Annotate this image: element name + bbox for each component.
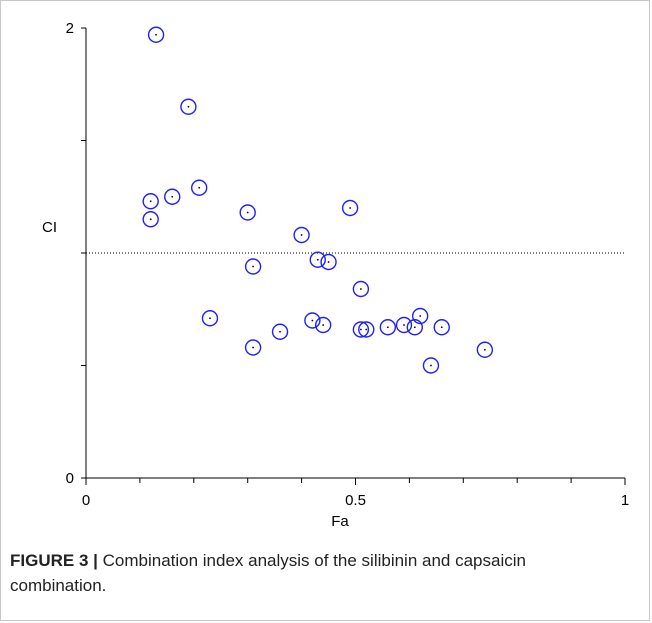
- x-tick-label: 0.5: [345, 492, 366, 509]
- data-point-marker: [164, 188, 181, 205]
- data-point-center: [327, 261, 330, 263]
- scatter-chart: 0 0.5 1 0 2 Fa CI: [42, 20, 630, 530]
- y-axis-label: CI: [42, 219, 57, 236]
- data-point-marker: [379, 319, 397, 336]
- data-point-marker: [320, 253, 337, 271]
- data-point-marker: [180, 98, 197, 115]
- data-point-center: [316, 258, 319, 261]
- data-point-marker: [244, 339, 262, 356]
- data-point: [320, 253, 337, 271]
- data-point-center: [300, 234, 303, 236]
- data-point: [352, 280, 370, 298]
- data-point-marker: [476, 341, 494, 358]
- data-point: [422, 357, 440, 374]
- data-point: [341, 199, 359, 217]
- data-point: [201, 310, 219, 327]
- data-point: [433, 319, 450, 336]
- data-points: [142, 26, 494, 374]
- data-point: [239, 204, 256, 221]
- data-point: [352, 321, 370, 338]
- data-point-center: [403, 324, 405, 326]
- data-point-marker: [395, 316, 413, 334]
- data-point-center: [149, 218, 152, 221]
- data-point-center: [413, 326, 416, 329]
- data-point-center: [386, 326, 389, 329]
- data-point-center: [252, 265, 254, 268]
- data-point-marker: [304, 312, 321, 329]
- data-point: [180, 98, 197, 115]
- data-point-marker: [293, 226, 310, 244]
- data-point-marker: [341, 199, 359, 217]
- data-point-marker: [422, 357, 440, 374]
- data-point-center: [279, 330, 281, 333]
- x-axis-label: Fa: [331, 513, 349, 530]
- data-point-marker: [239, 204, 256, 221]
- data-point: [142, 211, 159, 228]
- data-point-marker: [411, 307, 429, 325]
- axes: [81, 27, 626, 485]
- data-point-center: [311, 319, 314, 322]
- data-point-marker: [352, 280, 370, 298]
- data-point-marker: [271, 323, 289, 340]
- data-point: [314, 316, 332, 334]
- data-point-center: [359, 328, 362, 331]
- data-point-marker: [352, 321, 370, 338]
- data-point: [147, 26, 165, 43]
- data-point-center: [430, 364, 432, 367]
- data-point: [304, 312, 321, 329]
- data-point-center: [171, 195, 174, 198]
- data-point-center: [155, 33, 157, 36]
- data-point-center: [483, 348, 486, 351]
- data-point-center: [246, 211, 249, 214]
- data-point-marker: [190, 179, 208, 196]
- caption-label: FIGURE 3 |: [10, 551, 98, 570]
- data-point-marker: [201, 310, 219, 327]
- data-point-center: [365, 328, 368, 331]
- tick-labels: 0 0.5 1 0 2: [66, 20, 630, 509]
- data-point-marker: [142, 211, 159, 228]
- data-point: [309, 251, 326, 268]
- data-point-marker: [314, 316, 332, 334]
- data-point-center: [359, 288, 362, 290]
- data-point-marker: [406, 319, 423, 336]
- data-point: [190, 179, 208, 196]
- data-point: [142, 193, 159, 210]
- data-point: [406, 319, 423, 336]
- data-point: [395, 316, 413, 334]
- data-point-marker: [358, 321, 375, 338]
- data-point-center: [198, 186, 201, 189]
- data-point: [476, 341, 494, 358]
- data-point-marker: [147, 26, 165, 43]
- data-point-center: [209, 317, 211, 320]
- data-point-center: [349, 207, 352, 209]
- x-tick-label: 0: [82, 492, 90, 509]
- data-point-center: [187, 105, 190, 108]
- data-point-center: [419, 315, 422, 317]
- data-point-center: [440, 326, 443, 329]
- x-tick-label: 1: [621, 492, 629, 509]
- data-point-marker: [309, 251, 326, 268]
- data-point: [293, 226, 310, 244]
- data-point: [271, 323, 289, 340]
- data-point: [244, 258, 262, 275]
- y-tick-label: 2: [66, 20, 74, 37]
- data-point-center: [252, 346, 254, 349]
- caption-text: Combination index analysis of the silibi…: [10, 551, 526, 595]
- data-point: [244, 339, 262, 356]
- data-point-marker: [244, 258, 262, 275]
- data-point-marker: [142, 193, 159, 210]
- data-point: [411, 307, 429, 325]
- data-point: [379, 319, 397, 336]
- figure-caption: FIGURE 3 | Combination index analysis of…: [10, 548, 620, 598]
- data-point: [164, 188, 181, 205]
- data-point-marker: [433, 319, 450, 336]
- y-tick-label: 0: [66, 470, 74, 487]
- data-point-center: [149, 200, 152, 203]
- data-point: [358, 321, 375, 338]
- data-point-center: [322, 324, 325, 326]
